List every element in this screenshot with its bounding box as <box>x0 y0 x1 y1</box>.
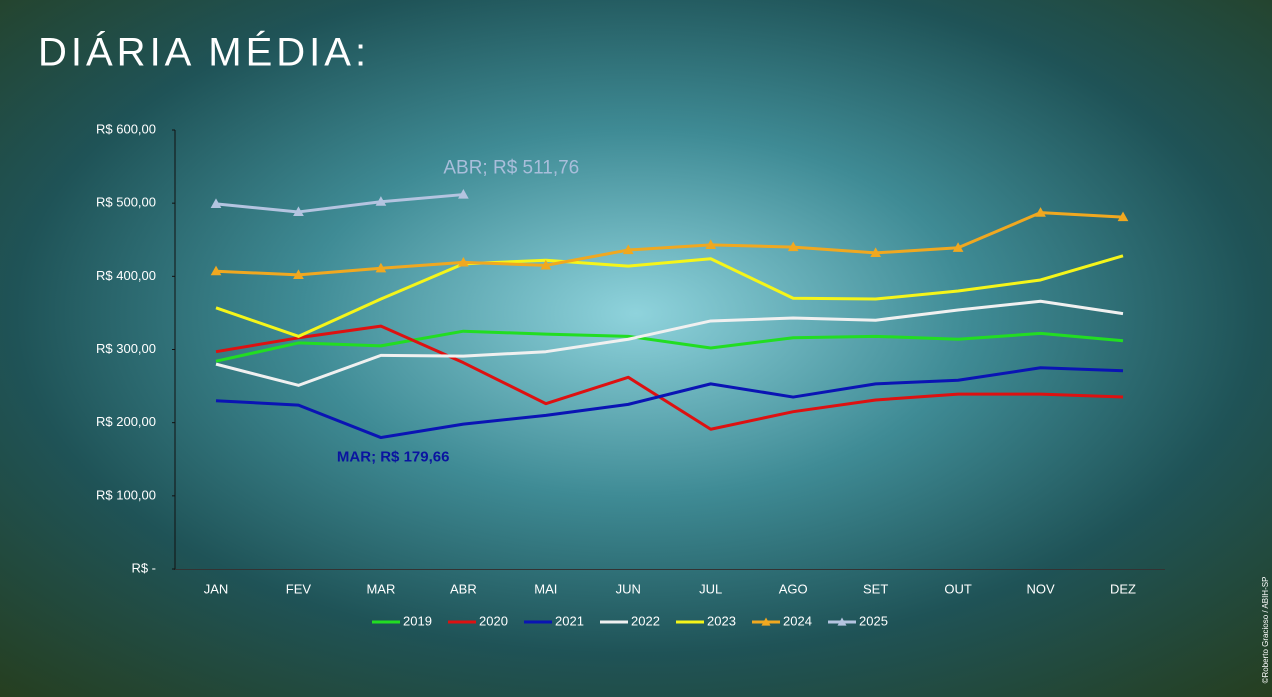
legend-label: 2019 <box>403 613 432 628</box>
line-series <box>215 329 1124 363</box>
marker <box>540 259 552 270</box>
marker <box>375 262 387 273</box>
x-tick-label: DEZ <box>1110 581 1136 596</box>
marker <box>622 244 634 255</box>
line-series <box>215 211 1124 277</box>
x-tick-label: JUN <box>616 581 641 596</box>
x-tick-label: ABR <box>450 581 477 596</box>
marker <box>1117 211 1129 222</box>
chart-title: DIÁRIA MÉDIA: <box>38 30 370 75</box>
marker <box>375 196 387 206</box>
marker <box>787 241 799 252</box>
x-tick-label: MAR <box>366 581 395 596</box>
x-tick-label: NOV <box>1026 581 1055 596</box>
line-series <box>215 299 1124 387</box>
marker <box>458 256 469 267</box>
marker <box>705 239 717 249</box>
line-series <box>215 366 1124 440</box>
legend-label: 2024 <box>783 613 812 628</box>
watermark: ©Roberto Gracioso / ABIH-SP <box>1261 577 1270 684</box>
x-tick-label: MAI <box>534 581 557 596</box>
line-series <box>215 324 1124 431</box>
x-tick-label: OUT <box>944 581 972 596</box>
y-tick-label: R$ 200,00 <box>96 414 156 429</box>
marker <box>952 242 964 252</box>
marker <box>870 247 881 258</box>
line-series <box>215 193 464 214</box>
marker <box>293 206 304 217</box>
marker <box>210 198 222 208</box>
marker <box>458 189 469 199</box>
annotation: MAR; R$ 179,66 <box>337 449 450 466</box>
legend-label: 2025 <box>859 613 888 628</box>
y-tick-label: R$ 100,00 <box>96 487 156 502</box>
marker <box>210 265 222 276</box>
legend-label: 2021 <box>555 613 584 628</box>
y-tick-label: R$ 600,00 <box>96 121 156 136</box>
y-tick-label: R$ 300,00 <box>96 341 156 356</box>
marker <box>1035 207 1046 217</box>
x-tick-label: JAN <box>204 581 229 596</box>
legend-label: 2023 <box>707 613 736 628</box>
annotation: ABR; R$ 511,76 <box>443 158 579 179</box>
legend-marker <box>761 617 771 626</box>
legend-marker <box>837 617 847 626</box>
x-tick-label: FEV <box>286 581 312 596</box>
y-tick-label: R$ - <box>131 560 156 575</box>
x-tick-label: JUL <box>699 581 722 596</box>
marker <box>293 269 304 279</box>
legend-label: 2020 <box>479 613 508 628</box>
y-tick-label: R$ 500,00 <box>96 195 156 210</box>
line-series <box>215 254 1124 338</box>
x-tick-label: SET <box>863 581 888 596</box>
x-tick-label: AGO <box>779 581 808 596</box>
y-tick-label: R$ 400,00 <box>96 268 156 283</box>
legend-label: 2022 <box>631 613 660 628</box>
